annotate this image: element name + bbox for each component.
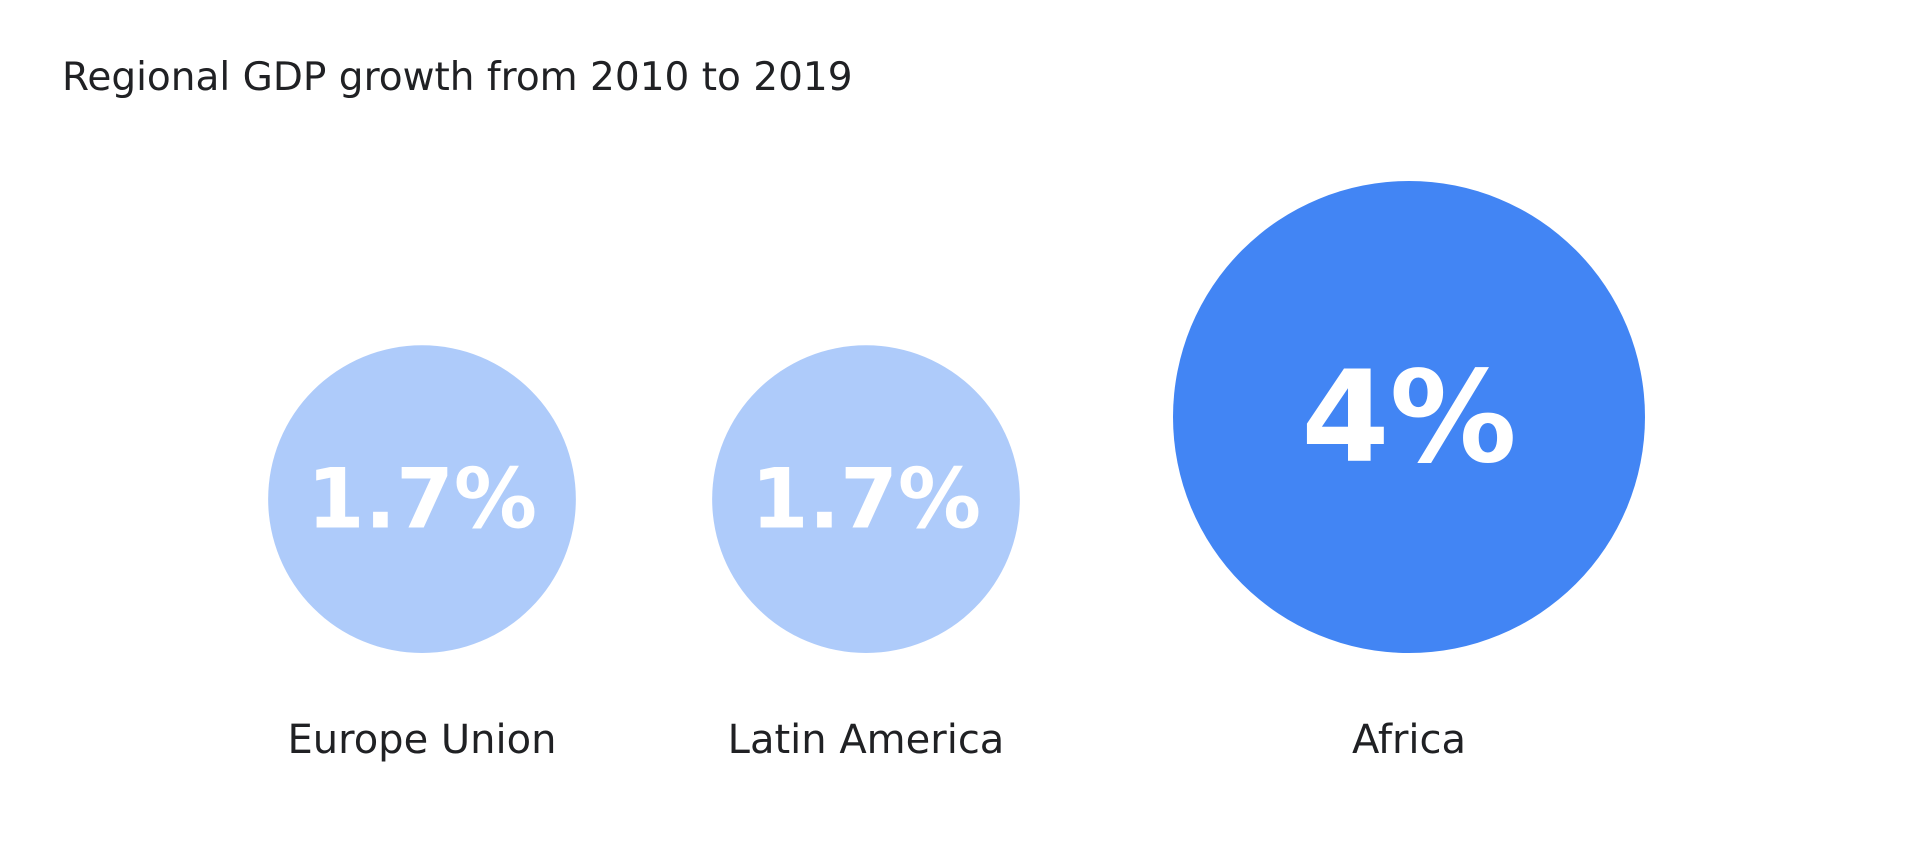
category-label-1: Latin America (728, 717, 1005, 763)
chart-title: Regional GDP growth from 2010 to 2019 (62, 55, 853, 100)
bubble-group: 1.7% Europe Union 1.7% Latin America 4% Afric… (268, 181, 1645, 763)
bubble-2 (1173, 181, 1645, 653)
bubble-value-label-1: 1.7% (751, 451, 981, 548)
bubble-1 (712, 345, 1020, 653)
bubble-value-label-2: 4% (1301, 343, 1517, 491)
bubble-0 (268, 345, 576, 653)
category-label-0: Europe Union (288, 717, 557, 763)
bubble-value-label-0: 1.7% (307, 451, 537, 548)
category-label-2: Africa (1352, 717, 1466, 763)
